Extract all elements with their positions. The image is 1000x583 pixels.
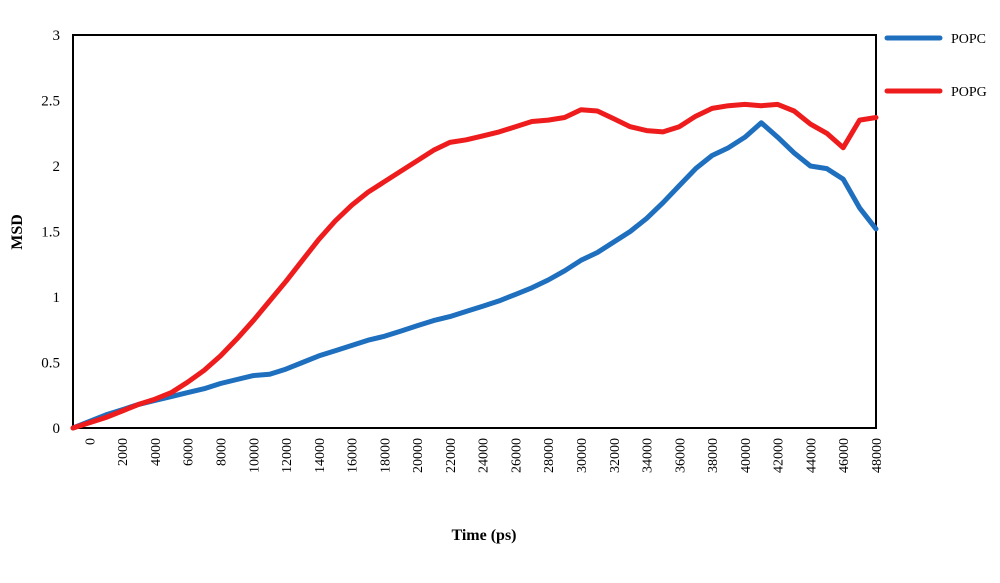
x-tick-label: 38000 <box>706 438 721 473</box>
legend: POPC POPG <box>884 32 987 100</box>
x-tick-label: 24000 <box>477 438 492 473</box>
x-tick-label: 16000 <box>346 438 361 473</box>
x-tick-label: 10000 <box>247 438 262 473</box>
x-tick-label: 28000 <box>542 438 557 473</box>
series-lines <box>70 101 879 431</box>
series-line-popc <box>70 120 879 431</box>
x-tick-label: 18000 <box>378 438 393 473</box>
x-tick-label: 26000 <box>509 438 524 473</box>
x-tick-label: 46000 <box>837 438 852 473</box>
x-tick-label: 0 <box>83 438 98 445</box>
x-tick-label: 32000 <box>608 438 623 473</box>
x-tick-label: 20000 <box>411 438 426 473</box>
x-tick-label: 30000 <box>575 438 590 473</box>
y-tick-label: 2 <box>53 159 61 175</box>
y-axis-title: MSD <box>9 214 26 250</box>
x-tick-label: 4000 <box>149 438 164 466</box>
y-tick-label: 1 <box>53 290 61 306</box>
x-tick-label: 14000 <box>313 438 328 473</box>
x-tick-label: 34000 <box>641 438 656 473</box>
x-tick-label: 22000 <box>444 438 459 473</box>
legend-label-popg: POPG <box>951 85 987 100</box>
x-tick-label: 48000 <box>870 438 885 473</box>
y-tick-label: 0 <box>53 421 61 437</box>
x-tick-label: 40000 <box>739 438 754 473</box>
x-tick-label: 42000 <box>772 438 787 473</box>
x-tick-label: 6000 <box>182 438 197 466</box>
y-axis-ticks: 0 0.5 1 1.5 2 2.5 3 <box>41 28 60 437</box>
x-axis-title: Time (ps) <box>451 527 516 544</box>
y-tick-label: 1.5 <box>41 225 60 241</box>
x-tick-label: 44000 <box>804 438 819 473</box>
x-axis-ticks: 0 2000 4000 6000 8000 10000 12000 14000 16000 180… <box>83 438 885 473</box>
x-tick-label: 36000 <box>673 438 688 473</box>
plot-frame <box>72 34 877 429</box>
y-tick-label: 2.5 <box>41 94 60 110</box>
y-tick-label: 3 <box>53 28 61 44</box>
series-line-popg <box>70 101 879 431</box>
x-tick-label: 12000 <box>280 438 295 473</box>
y-tick-label: 0.5 <box>41 356 60 372</box>
x-tick-label: 8000 <box>214 438 229 466</box>
x-tick-label: 2000 <box>116 438 131 466</box>
legend-label-popc: POPC <box>951 32 986 47</box>
